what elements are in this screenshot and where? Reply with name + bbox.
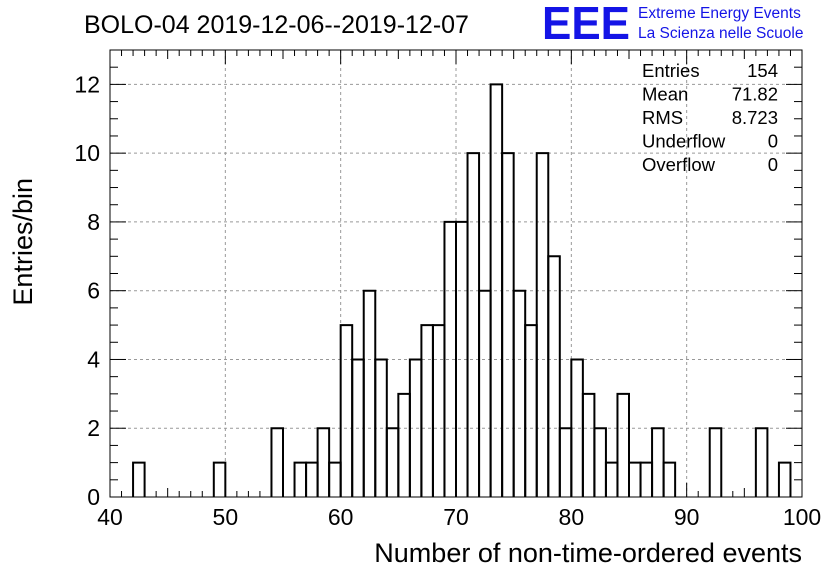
histogram-bin (547, 255, 561, 497)
x-tick-label: 60 (328, 504, 354, 530)
histogram-bin (616, 392, 630, 497)
stats-label: RMS (642, 107, 683, 128)
y-tick-label: 12 (74, 71, 100, 97)
y-tick-label: 10 (74, 140, 100, 166)
histogram-bin (593, 427, 607, 497)
histogram-bin (339, 324, 354, 497)
stats-label: Mean (642, 84, 688, 105)
histogram-bin (501, 152, 515, 497)
eee-logo-line2: La Scienza nelle Scuole (638, 25, 803, 42)
x-tick-label: 80 (559, 504, 585, 530)
histogram-bin (420, 324, 434, 497)
histogram-bin (328, 461, 342, 497)
histogram-bin (270, 427, 284, 497)
y-tick-label: 0 (87, 484, 100, 510)
y-tick-label: 6 (87, 278, 100, 304)
chart-title: BOLO-04 2019-12-06--2019-12-07 (84, 11, 469, 39)
histogram-bin (581, 392, 596, 497)
histogram-bin (466, 152, 481, 497)
histogram-bin (512, 289, 527, 497)
histogram-bin (524, 324, 538, 497)
histogram-bin (132, 461, 146, 497)
grid-layer (110, 50, 802, 497)
histogram-bin (431, 324, 446, 497)
histogram-bin (316, 427, 331, 497)
histogram-bin (754, 427, 769, 497)
stats-box: Entries 154 Mean 71.82 RMS 8.723 Underflow 0 Ove… (642, 60, 778, 175)
tick-label-layer: 40 50 60 70 80 90 100 0 2 4 6 8 10 12 (74, 71, 821, 530)
eee-logo-mark: EEE (542, 0, 630, 49)
tick-layer (109, 49, 803, 498)
histogram-bin (397, 392, 411, 497)
y-tick-label: 8 (87, 209, 100, 235)
x-tick-label: 50 (213, 504, 239, 530)
histogram-bin (604, 461, 619, 497)
y-tick-label: 2 (87, 415, 100, 441)
histogram-bin (662, 461, 677, 497)
stats-value: 0 (768, 154, 778, 175)
stats-value: 71.82 (732, 84, 778, 105)
histogram-bin (212, 461, 227, 497)
histogram-bin (558, 427, 573, 497)
stats-value: 0 (768, 131, 778, 152)
eee-logo-line1: Extreme Energy Events (638, 5, 801, 22)
histogram-bin (385, 427, 400, 497)
histogram-bin (777, 461, 792, 497)
histogram-bin (478, 289, 492, 497)
y-tick-label: 4 (87, 346, 100, 372)
histogram-bin (651, 427, 665, 497)
histogram-layer (132, 83, 792, 497)
histogram-bin (305, 461, 319, 497)
stats-value: 8.723 (732, 107, 778, 128)
x-tick-label: 70 (443, 504, 469, 530)
histogram-bin (293, 461, 308, 497)
x-axis-label: Number of non-time-ordered events (374, 538, 802, 568)
stats-label: Underflow (642, 131, 726, 152)
histogram-bin (535, 152, 550, 497)
stats-label: Entries (642, 60, 700, 81)
stats-value: 154 (747, 60, 778, 81)
x-tick-label: 40 (97, 504, 123, 530)
x-tick-label: 90 (674, 504, 700, 530)
x-tick-label: 100 (783, 504, 821, 530)
eee-logo: EEE Extreme Energy Events La Scienza nel… (542, 0, 803, 49)
histogram-bin (639, 461, 654, 497)
histogram-bin (708, 427, 723, 497)
histogram-bin (362, 289, 377, 497)
stats-label: Overflow (642, 154, 716, 175)
histogram-bin (628, 461, 642, 497)
y-axis-label: Entries/bin (8, 178, 38, 306)
